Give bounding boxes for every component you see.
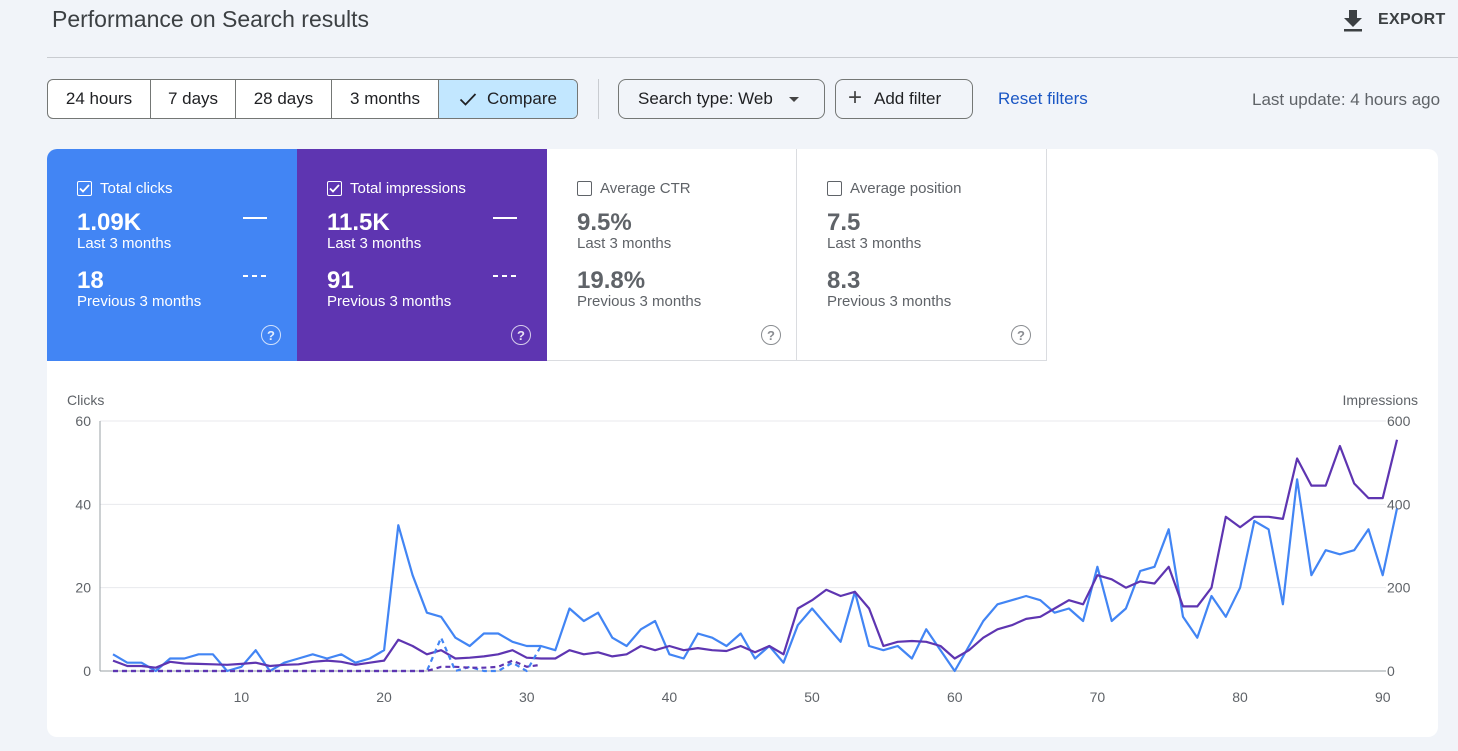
metric-prev-value: 91	[327, 267, 354, 294]
checkbox-checked-icon[interactable]	[327, 180, 342, 196]
reset-filters-link[interactable]: Reset filters	[998, 89, 1088, 108]
y-tick-right: 200	[1387, 580, 1411, 596]
toolbar-divider	[598, 79, 599, 119]
check-icon	[459, 93, 477, 106]
metric-value: 9.5%	[577, 209, 632, 236]
metric-label: Total clicks	[100, 179, 173, 197]
series-line	[113, 636, 542, 673]
page-title: Performance on Search results	[52, 6, 370, 32]
performance-card: Total clicks 1.09K Last 3 months 18 Prev…	[47, 149, 1438, 737]
metric-prev-period: Previous 3 months	[827, 293, 952, 310]
x-tick: 10	[234, 689, 250, 705]
metric-value: 7.5	[827, 209, 861, 236]
x-tick: 20	[376, 689, 392, 705]
x-tick: 30	[519, 689, 535, 705]
x-tick: 60	[947, 689, 963, 705]
x-tick: 50	[804, 689, 820, 705]
header-divider	[47, 57, 1458, 58]
metric-prev-value: 8.3	[827, 267, 861, 294]
range-7-days[interactable]: 7 days	[151, 80, 236, 118]
metric-value: 11.5K	[327, 209, 390, 236]
metric-value: 1.09K	[77, 209, 142, 236]
export-button[interactable]: EXPORT	[1342, 6, 1446, 34]
x-tick: 80	[1232, 689, 1248, 705]
download-icon	[1344, 10, 1362, 32]
y-tick-left: 20	[75, 580, 91, 596]
metric-label: Average CTR	[600, 179, 691, 197]
series-line	[112, 439, 1399, 669]
range-3-months[interactable]: 3 months	[332, 80, 439, 118]
y-tick-left: 0	[83, 663, 91, 679]
range-28-days[interactable]: 28 days	[236, 80, 332, 118]
x-tick: 70	[1090, 689, 1106, 705]
metric-prev-value: 18	[77, 267, 104, 294]
range-compare-label: Compare	[487, 89, 557, 108]
metric-period: Last 3 months	[77, 235, 172, 252]
range-compare[interactable]: Compare	[439, 80, 577, 118]
plus-icon: +	[848, 84, 863, 111]
help-icon[interactable]: ?	[261, 325, 281, 345]
metric-period: Last 3 months	[577, 235, 672, 252]
y-axis-right-title: Impressions	[1343, 392, 1418, 408]
metric-total-clicks[interactable]: Total clicks 1.09K Last 3 months 18 Prev…	[47, 149, 297, 361]
last-update-text: Last update: 4 hours ago	[1252, 90, 1441, 109]
x-tick: 90	[1375, 689, 1391, 705]
legend-solid-line	[493, 217, 517, 219]
series-line	[112, 478, 1399, 673]
checkbox-checked-icon[interactable]	[77, 180, 92, 196]
help-icon[interactable]: ?	[761, 325, 781, 345]
y-tick-right: 0	[1387, 663, 1395, 679]
x-tick: 40	[662, 689, 678, 705]
caret-down-icon	[788, 96, 799, 102]
metric-label: Average position	[850, 179, 962, 197]
metric-average-ctr[interactable]: Average CTR 9.5% Last 3 months 19.8% Pre…	[547, 149, 797, 361]
metric-prev-value: 19.8%	[577, 267, 646, 294]
search-type-label: Search type: Web	[638, 89, 773, 108]
checkbox-unchecked-icon[interactable]	[827, 180, 842, 196]
metric-period: Last 3 months	[327, 235, 422, 252]
y-tick-right: 400	[1387, 496, 1411, 512]
date-range-selector: 24 hours 7 days 28 days 3 months Compare	[47, 79, 578, 119]
metric-total-impressions[interactable]: Total impressions 11.5K Last 3 months 91…	[297, 149, 547, 361]
metric-prev-period: Previous 3 months	[327, 293, 452, 310]
legend-solid-line	[243, 217, 267, 219]
y-axis-left-title: Clicks	[67, 392, 104, 408]
y-tick-left: 60	[75, 413, 91, 429]
checkbox-unchecked-icon[interactable]	[577, 180, 592, 196]
search-type-dropdown[interactable]: Search type: Web	[618, 79, 825, 119]
range-24-hours[interactable]: 24 hours	[48, 80, 151, 118]
y-tick-left: 40	[75, 496, 91, 512]
add-filter-label: Add filter	[874, 89, 942, 108]
help-icon[interactable]: ?	[1011, 325, 1031, 345]
add-filter-button[interactable]: + Add filter	[835, 79, 973, 119]
legend-dashed-line	[243, 275, 267, 277]
metric-prev-period: Previous 3 months	[577, 293, 702, 310]
help-icon[interactable]: ?	[511, 325, 531, 345]
legend-dashed-line	[493, 275, 517, 277]
metric-label: Total impressions	[350, 179, 466, 197]
metric-average-position[interactable]: Average position 7.5 Last 3 months 8.3 P…	[797, 149, 1047, 361]
metric-period: Last 3 months	[827, 235, 922, 252]
y-tick-right: 600	[1387, 413, 1411, 429]
metric-prev-period: Previous 3 months	[77, 293, 202, 310]
export-label: EXPORT	[1378, 11, 1446, 28]
